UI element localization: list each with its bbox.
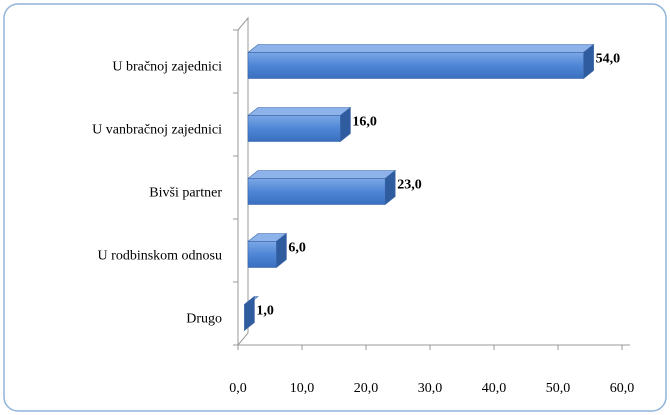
x-tick-label: 10,0 — [290, 381, 315, 396]
x-tick-label: 0,0 — [229, 381, 247, 396]
value-label: 1,0 — [256, 304, 274, 319]
y-tick-label: U vanbračnoj zajednici — [92, 123, 222, 138]
value-label: 16,0 — [352, 115, 377, 130]
chart-frame — [3, 3, 667, 412]
bar — [243, 295, 259, 332]
x-tick-label: 20,0 — [354, 381, 379, 396]
y-tick-label: U rodbinskom odnosu — [98, 249, 222, 264]
y-tick-label: Bivši partner — [149, 186, 222, 201]
x-tick-label: 50,0 — [546, 381, 571, 396]
bar — [247, 106, 352, 143]
y-tick-label: Drugo — [186, 312, 222, 327]
y-tick-label: U bračnoj zajednici — [112, 60, 222, 75]
axis-wall — [237, 16, 630, 347]
bar — [247, 43, 595, 80]
value-label: 23,0 — [397, 178, 422, 193]
bar — [247, 169, 397, 206]
bar — [247, 232, 288, 269]
value-label: 6,0 — [288, 241, 306, 256]
x-tick-label: 40,0 — [482, 381, 507, 396]
x-tick-label: 60,0 — [610, 381, 635, 396]
value-label: 54,0 — [596, 52, 621, 67]
x-tick-label: 30,0 — [418, 381, 443, 396]
